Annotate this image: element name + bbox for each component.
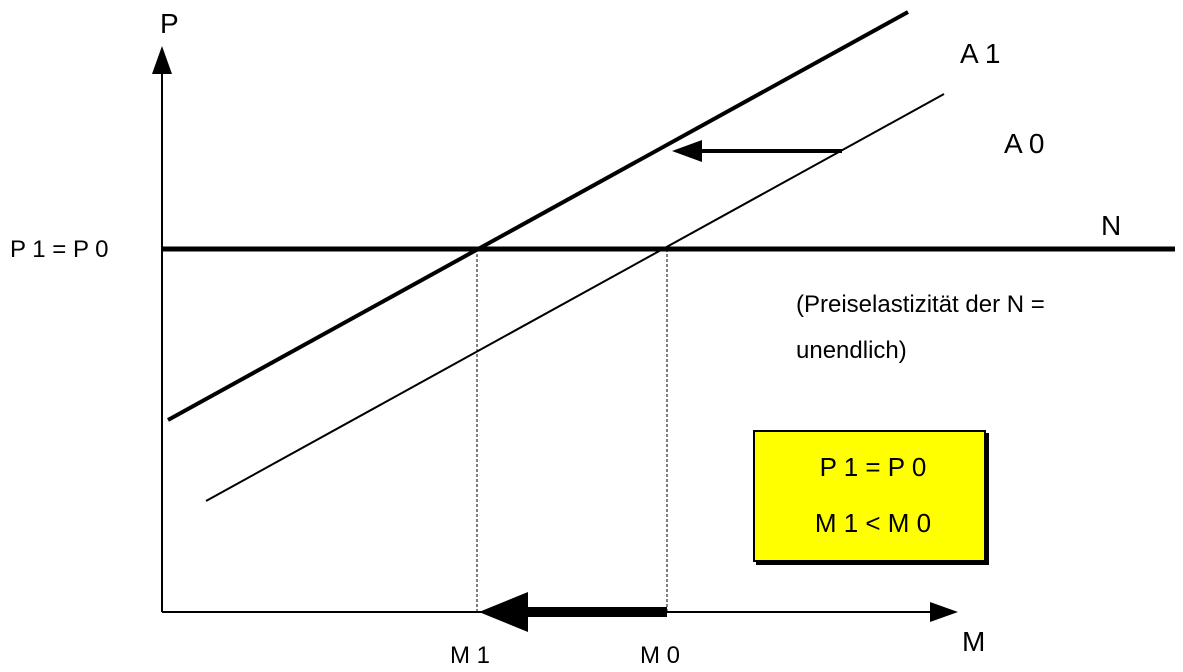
supply-curve-a0-label: A 0 [1004,128,1045,159]
elasticity-note: (Preiselastizität der N = unendlich) [796,282,1045,374]
x-axis-arrowhead [930,602,958,622]
supply-shift-arrowhead [672,140,702,162]
x-axis-label: M [962,626,986,657]
result-line-quantity: M 1 < M 0 [814,508,932,538]
supply-curve-a1 [167,10,909,422]
supply-curve-a1-label: A 1 [960,38,1001,69]
demand-curve-label: N [1101,210,1122,241]
y-axis-label: P [160,8,179,39]
elasticity-note-line-2: unendlich) [796,337,907,364]
price-label: P 1 = P 0 [10,236,109,263]
quantity-label-m1: M 1 [450,642,491,669]
quantity-arrowhead [479,592,528,632]
quantity-label-m0: M 0 [640,642,681,669]
result-box: P 1 = P 0 M 1 < M 0 [753,430,986,562]
supply-curve-a0 [205,93,945,502]
elasticity-note-line-1: (Preiselastizität der N = [796,291,1045,318]
quantity-arrow-shaft [520,607,667,617]
y-axis-arrowhead [152,46,172,74]
result-line-price: P 1 = P 0 [819,452,927,482]
